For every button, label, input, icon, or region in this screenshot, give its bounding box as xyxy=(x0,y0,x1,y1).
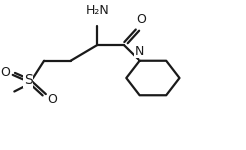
Text: S: S xyxy=(24,73,33,87)
Text: O: O xyxy=(0,66,10,78)
Text: O: O xyxy=(48,93,58,106)
Text: H₂N: H₂N xyxy=(85,4,109,17)
Text: N: N xyxy=(135,45,144,57)
Text: O: O xyxy=(137,13,146,26)
